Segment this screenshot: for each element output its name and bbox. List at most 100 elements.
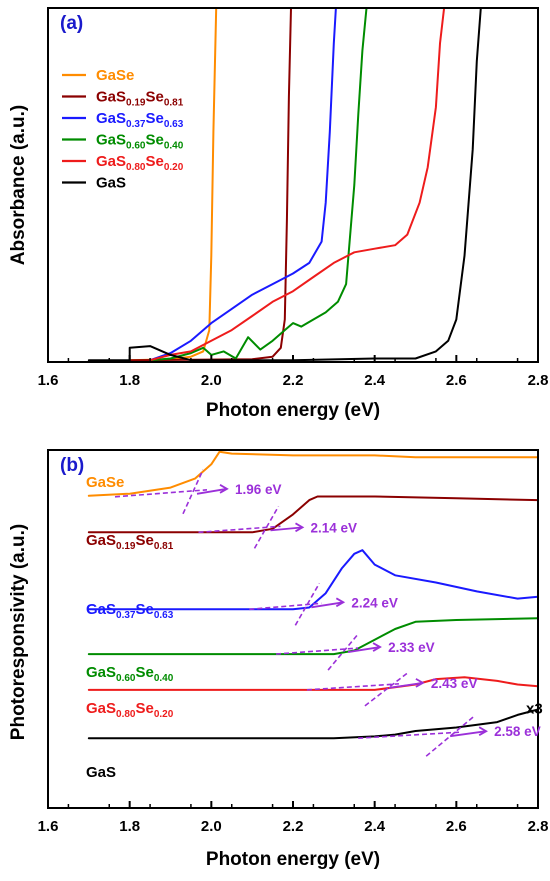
annotation-arrow-0: [196, 487, 228, 495]
panel-label: (b): [60, 455, 84, 476]
series-label-2-base: GaS: [86, 601, 116, 618]
legend-entry-2-part-0: Se: [145, 110, 163, 127]
legend-entry-4: GaS0.80Se0.20: [96, 153, 184, 173]
series-label-5: GaS: [86, 764, 116, 781]
series-label-1-sub-1: 0.81: [154, 541, 174, 552]
annotation-arrow-2: [311, 601, 344, 609]
legend-entry-4-base: GaS: [96, 153, 126, 170]
bandgap-label-1: 2.14 eV: [311, 520, 358, 535]
series-line-2: [87, 549, 539, 611]
series-line-4: [87, 676, 539, 691]
annotation-arrowhead-2: [335, 597, 346, 608]
x-tick-label-2: 2.0: [201, 372, 222, 389]
annotation-arrowhead-4: [415, 678, 425, 688]
baseline-fit-5: [358, 731, 461, 739]
annotation-arrowhead-0: [219, 484, 229, 494]
legend-entry-3-sub-0: 0.60: [126, 141, 146, 152]
annotation-arrow-5: [450, 730, 487, 738]
series-line-5: [87, 708, 539, 740]
legend-entry-5: GaS: [96, 175, 126, 192]
x-axis-label: Photon energy (eV): [206, 849, 380, 870]
tangent-line-4: [364, 671, 410, 707]
legend-entry-1-sub-0: 0.19: [126, 98, 146, 109]
bandgap-label-5: 2.58 eV: [494, 724, 541, 739]
series-label-4: GaS0.80Se0.20: [86, 700, 174, 720]
series-label-4-sub-1: 0.20: [154, 709, 174, 720]
legend-entry-2-sub-1: 0.63: [164, 119, 184, 130]
series-label-1-part-0: Se: [135, 532, 153, 549]
series-label-1-base: GaS: [86, 532, 116, 549]
series-label-0: GaSe: [86, 474, 124, 491]
legend-entry-2: GaS0.37Se0.63: [96, 110, 184, 130]
x-tick-label-3: 2.2: [283, 818, 304, 835]
annotation-arrow-1: [270, 526, 303, 532]
panel-a: 1.6 1.8 2.0 2.2 2.4 2.6 2.8 Photon energy (eV) A…: [8, 7, 549, 421]
annotation-arrow-4: [388, 681, 424, 689]
series-label-2-part-0: Se: [135, 601, 153, 618]
x-tick-label-1: 1.8: [119, 818, 140, 835]
x-tick-label-6: 2.8: [528, 818, 549, 835]
series-line-1: [87, 495, 539, 534]
series-label-5-base: GaS: [86, 764, 116, 781]
series-line-3: [87, 617, 539, 656]
scale-note: x3: [526, 701, 543, 718]
legend-entry-4-sub-1: 0.20: [164, 162, 184, 173]
baseline-fit-4: [306, 683, 399, 691]
legend-entry-4-sub-0: 0.80: [126, 162, 146, 173]
series-label-3-sub-0: 0.60: [116, 673, 136, 684]
x-tick-label-0: 1.6: [38, 818, 59, 835]
x-tick-label-4: 2.4: [364, 372, 386, 389]
x-tick-label-3: 2.2: [283, 372, 304, 389]
y-axis-label: Photoresponsivity (a.u.): [8, 524, 29, 740]
baseline-fit-0: [114, 489, 208, 498]
series-line-1: [128, 7, 292, 362]
series-line-3: [149, 7, 368, 362]
annotation-arrowhead-3: [372, 642, 382, 652]
legend-entry-2-sub-0: 0.37: [126, 119, 146, 130]
x-tick-label-6: 2.8: [528, 372, 549, 389]
tangent-line-0: [182, 469, 204, 515]
bandgap-label-3: 2.33 eV: [388, 640, 435, 655]
bandgap-label-0: 1.96 eV: [235, 482, 282, 497]
series-label-0-base: GaSe: [86, 474, 124, 491]
series-label-1: GaS0.19Se0.81: [86, 532, 174, 552]
annotation-arrowhead-5: [478, 726, 488, 736]
legend-entry-0-base: GaSe: [96, 67, 134, 84]
x-tick-label-5: 2.6: [446, 818, 467, 835]
baseline-fit-2: [249, 602, 322, 611]
series-line-4: [149, 7, 446, 362]
legend-entry-1-part-0: Se: [145, 89, 163, 106]
bandgap-label-2: 2.24 eV: [351, 595, 398, 610]
tangent-line-5: [425, 715, 475, 757]
series-label-4-part-0: Se: [135, 700, 153, 717]
x-tick-label-1: 1.8: [119, 372, 140, 389]
y-axis-label: Absorbance (a.u.): [8, 105, 29, 265]
series-label-3-base: GaS: [86, 664, 116, 681]
legend-entry-0: GaSe: [96, 67, 134, 84]
series-label-2: GaS0.37Se0.63: [86, 601, 174, 621]
legend-entry-3-base: GaS: [96, 132, 126, 149]
series-label-4-base: GaS: [86, 700, 116, 717]
x-tick-label-4: 2.4: [364, 818, 386, 835]
annotation-arrow-3: [347, 646, 381, 653]
legend-entry-1: GaS0.19Se0.81: [96, 89, 184, 109]
legend-entry-3: GaS0.60Se0.40: [96, 132, 184, 152]
annotation-arrowhead-1: [295, 522, 305, 533]
legend-entry-3-sub-1: 0.40: [164, 141, 184, 152]
panel-label: (a): [60, 13, 83, 34]
x-axis-label: Photon energy (eV): [206, 400, 380, 421]
legend-entry-1-base: GaS: [96, 89, 126, 106]
plot-frame: [47, 449, 539, 809]
baseline-fit-1: [198, 525, 281, 534]
panel-b: 1.6 1.8 2.0 2.2 2.4 2.6 2.8 Photon energy (eV) P…: [8, 449, 549, 870]
series-line-0: [87, 450, 539, 497]
series-label-3-sub-1: 0.40: [154, 673, 174, 684]
series-line-2: [149, 7, 337, 362]
series-label-2-sub-0: 0.37: [116, 610, 136, 621]
legend-entry-1-sub-1: 0.81: [164, 98, 184, 109]
series-label-4-sub-0: 0.80: [116, 709, 136, 720]
bandgap-label-4: 2.43 eV: [431, 676, 478, 691]
legend-entry-4-part-0: Se: [145, 153, 163, 170]
x-tick-label-0: 1.6: [38, 372, 59, 389]
